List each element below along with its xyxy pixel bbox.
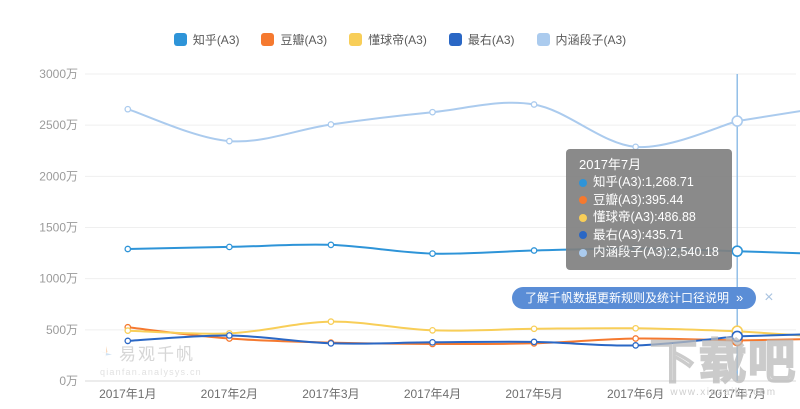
data-point-series-2[interactable]	[124, 327, 132, 335]
legend-swatch-icon	[173, 33, 187, 46]
tooltip-row: 豆瓣(A3) : 395.44	[579, 192, 719, 210]
data-point-series-0[interactable]	[327, 241, 335, 249]
y-axis-tick-label: 2500万	[39, 118, 78, 132]
legend-item-douban[interactable]: 豆瓣(A3)	[261, 31, 327, 48]
tooltip-row: 懂球帝(A3) : 486.88	[579, 209, 719, 227]
data-point-series-3[interactable]	[226, 332, 233, 339]
tooltip-row-label: 内涵段子(A3)	[593, 245, 667, 259]
data-point-series-2[interactable]	[530, 325, 538, 333]
x-axis-tick-label: 2017年7月	[709, 387, 766, 401]
tooltip-separator: :	[641, 175, 646, 189]
tooltip-row-value: 1,268.71	[645, 175, 694, 189]
legend-label: 最右(A3)	[467, 33, 515, 47]
x-axis-tick-label: 2017年5月	[505, 387, 562, 401]
data-point-series-4[interactable]	[124, 105, 132, 113]
y-axis-tick-label: 500万	[46, 323, 78, 337]
series-dot-icon	[579, 178, 587, 187]
watermark-title: 下载吧	[649, 335, 797, 388]
watermark-url: qianfan.analysys.cn	[100, 367, 202, 377]
tooltip-separator: :	[641, 192, 646, 207]
tooltip-row-value: 2,540.18	[670, 245, 719, 259]
tooltip-row-value: 435.71	[645, 227, 684, 242]
data-point-series-0[interactable]	[124, 245, 132, 253]
data-point-series-2[interactable]	[429, 326, 436, 334]
double-arrow-icon: »	[736, 290, 744, 305]
watermark-url: www.xiazaiba.com	[670, 387, 777, 398]
data-point-series-4[interactable]	[327, 121, 335, 128]
series-dot-icon	[579, 213, 587, 222]
legend-swatch-icon	[536, 33, 550, 46]
y-axis-tick-label: 3000万	[39, 67, 78, 81]
data-point-series-1[interactable]	[632, 335, 639, 342]
notice-label: 了解千帆数据更新规则及统计口径说明	[525, 291, 730, 305]
data-point-series-3[interactable]	[429, 338, 436, 346]
tooltip-separator: :	[654, 210, 658, 224]
notice-bar: 了解千帆数据更新规则及统计口径说明 » ×	[512, 287, 774, 309]
data-point-series-4[interactable]	[226, 137, 233, 145]
legend-swatch-icon	[261, 33, 275, 46]
legend-item-zhihu[interactable]: 知乎(A3)	[173, 31, 240, 48]
y-axis-tick-label: 0万	[59, 374, 78, 388]
y-axis-tick-label: 1500万	[39, 221, 78, 235]
x-axis-tick-label: 2017年6月	[607, 387, 664, 401]
data-point-series-3[interactable]	[124, 337, 132, 345]
series-dot-icon	[579, 231, 587, 240]
x-axis-tick-label: 2017年1月	[99, 387, 156, 401]
tooltip-separator: :	[641, 227, 646, 242]
data-update-notice-button[interactable]: 了解千帆数据更新规则及统计口径说明 »	[512, 287, 757, 309]
tooltip-row: 知乎(A3) : 1,268.71	[579, 174, 719, 192]
data-point-series-3[interactable]	[327, 339, 335, 347]
tooltip-row-value: 486.88	[657, 210, 696, 224]
tooltip-row-label: 豆瓣(A3)	[593, 192, 642, 207]
legend-item-dongqiudi[interactable]: 懂球帝(A3)	[349, 31, 427, 48]
legend-item-neihanduanzi[interactable]: 内涵段子(A3)	[536, 31, 627, 48]
x-axis-tick-label: 2017年2月	[201, 387, 258, 401]
qianfan-watermark: 易观千帆 qianfan.analysys.cn	[98, 340, 202, 377]
tooltip-row: 内涵段子(A3) : 2,540.18	[579, 244, 719, 262]
y-axis-tick-label: 1000万	[39, 272, 78, 286]
xiazaiba-watermark: 下载吧 www.xiazaiba.com	[649, 335, 797, 398]
legend-label: 内涵段子(A3)	[555, 33, 627, 47]
data-point-series-3[interactable]	[731, 330, 744, 343]
data-point-series-2[interactable]	[327, 318, 335, 325]
data-point-series-0[interactable]	[530, 247, 538, 254]
tooltip-row-label: 最右(A3)	[593, 227, 642, 242]
data-point-series-3[interactable]	[530, 338, 538, 346]
chart-legend: 知乎(A3) 豆瓣(A3) 懂球帝(A3) 最右(A3) 内涵段子(A3)	[0, 31, 800, 48]
legend-label: 懂球帝(A3)	[368, 33, 427, 47]
tooltip-separator: :	[666, 245, 671, 259]
legend-swatch-icon	[448, 33, 462, 46]
legend-item-zuiyou[interactable]: 最右(A3)	[448, 31, 515, 48]
data-point-series-4[interactable]	[530, 101, 538, 108]
data-point-series-3[interactable]	[632, 342, 639, 349]
legend-label: 知乎(A3)	[192, 33, 240, 47]
qianfan-logo-icon	[100, 345, 112, 359]
tooltip-row-value: 395.44	[645, 192, 684, 207]
tooltip-row-label: 知乎(A3)	[593, 175, 642, 189]
data-point-series-0[interactable]	[226, 243, 233, 251]
close-notice-icon[interactable]: ×	[764, 289, 774, 306]
tooltip-row-label: 懂球帝(A3)	[593, 210, 655, 224]
legend-label: 豆瓣(A3)	[280, 33, 328, 47]
watermark-title: 易观千帆	[119, 345, 195, 364]
tooltip-title: 2017年7月	[579, 157, 642, 172]
data-point-series-0[interactable]	[429, 250, 436, 257]
data-point-series-4[interactable]	[429, 108, 436, 116]
x-axis-tick-label: 2017年4月	[404, 387, 461, 401]
y-axis-tick-label: 2000万	[39, 169, 78, 183]
data-point-series-2[interactable]	[632, 324, 639, 332]
legend-swatch-icon	[349, 33, 363, 46]
series-dot-icon	[579, 196, 587, 205]
data-point-series-0[interactable]	[731, 245, 744, 257]
series-dot-icon	[579, 248, 587, 257]
tooltip-row: 最右(A3) : 435.71	[579, 227, 719, 245]
x-axis-tick-label: 2017年3月	[302, 387, 359, 401]
data-point-series-4[interactable]	[731, 115, 744, 127]
chart-tooltip: 2017年7月 知乎(A3) : 1,268.71 豆瓣(A3) : 395.4…	[566, 149, 732, 270]
